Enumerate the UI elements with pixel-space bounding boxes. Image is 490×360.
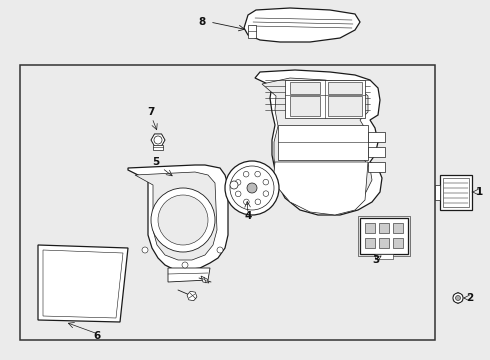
Text: 4: 4 [244, 211, 251, 221]
Circle shape [230, 166, 274, 210]
Polygon shape [187, 291, 197, 301]
Polygon shape [128, 165, 228, 270]
Circle shape [263, 191, 269, 197]
Circle shape [453, 293, 463, 303]
Circle shape [263, 179, 269, 185]
Polygon shape [290, 82, 320, 94]
Text: 3: 3 [372, 255, 379, 265]
Text: 7: 7 [147, 107, 154, 117]
Polygon shape [365, 223, 375, 233]
Polygon shape [379, 238, 389, 248]
Polygon shape [262, 78, 372, 210]
Circle shape [235, 180, 241, 185]
Polygon shape [278, 125, 368, 160]
Circle shape [182, 262, 188, 268]
Polygon shape [375, 254, 393, 259]
Circle shape [255, 171, 260, 177]
Circle shape [456, 296, 461, 301]
Polygon shape [368, 147, 385, 157]
Polygon shape [248, 25, 256, 38]
Circle shape [225, 161, 279, 215]
Polygon shape [38, 245, 128, 322]
Polygon shape [440, 175, 472, 210]
Circle shape [217, 247, 223, 253]
Text: 1: 1 [476, 187, 483, 197]
Polygon shape [135, 172, 217, 260]
Polygon shape [285, 80, 365, 118]
Polygon shape [151, 134, 165, 146]
Polygon shape [244, 8, 360, 42]
Circle shape [158, 195, 208, 245]
Polygon shape [153, 145, 163, 150]
Polygon shape [443, 178, 469, 207]
Circle shape [230, 181, 238, 189]
Text: 6: 6 [93, 331, 100, 341]
Polygon shape [328, 82, 362, 94]
Circle shape [247, 183, 257, 193]
Circle shape [151, 188, 215, 252]
Polygon shape [255, 70, 382, 215]
Circle shape [244, 171, 249, 177]
Polygon shape [368, 132, 385, 142]
Polygon shape [290, 96, 320, 116]
Polygon shape [168, 268, 210, 282]
Polygon shape [379, 223, 389, 233]
Polygon shape [360, 218, 408, 254]
Polygon shape [393, 223, 403, 233]
Polygon shape [328, 96, 362, 116]
Polygon shape [435, 185, 440, 200]
Polygon shape [393, 238, 403, 248]
Circle shape [154, 136, 162, 144]
Polygon shape [365, 238, 375, 248]
Circle shape [255, 199, 261, 204]
Polygon shape [201, 276, 209, 283]
Bar [20, 65, 435, 340]
Polygon shape [368, 162, 385, 172]
Circle shape [235, 191, 241, 197]
Text: 5: 5 [152, 157, 159, 167]
Polygon shape [274, 162, 368, 215]
Polygon shape [43, 250, 123, 318]
Text: 2: 2 [466, 293, 473, 303]
Text: 8: 8 [198, 17, 205, 27]
Circle shape [142, 247, 148, 253]
Circle shape [244, 199, 249, 205]
